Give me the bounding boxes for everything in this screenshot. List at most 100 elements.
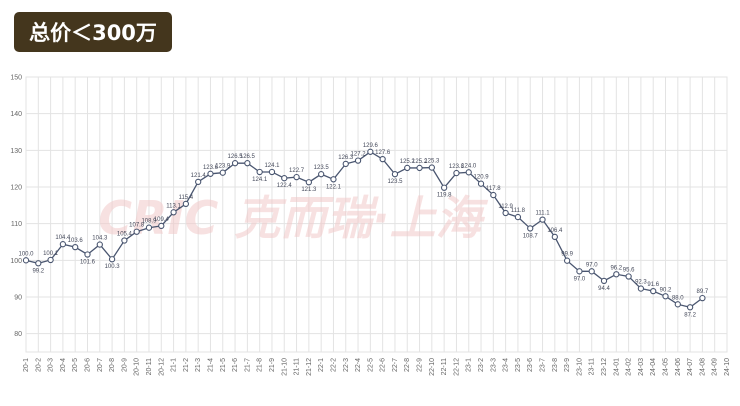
data-label: 109.4 — [154, 217, 170, 223]
x-tick-label: 20-12 — [158, 358, 165, 376]
data-point — [170, 209, 177, 216]
data-label: 90.2 — [660, 287, 672, 293]
data-label: 96.2 — [610, 265, 622, 271]
x-tick-label: 21-7 — [244, 358, 251, 372]
y-tick-label: 150 — [10, 75, 22, 82]
data-point — [453, 169, 460, 177]
data-label: 100.1 — [43, 251, 59, 257]
data-label: 91.6 — [647, 282, 659, 288]
x-tick-label: 23-7 — [540, 358, 547, 372]
data-point — [195, 178, 202, 186]
x-tick-label: 23-11 — [589, 358, 596, 375]
x-tick-label: 21-1 — [171, 358, 178, 372]
data-label: 101.6 — [80, 259, 96, 265]
data-label: 92.3 — [635, 280, 647, 286]
data-label: 120.9 — [474, 175, 490, 181]
x-tick-label: 23-8 — [552, 358, 559, 372]
data-point — [330, 176, 337, 183]
x-tick-label: 24-04 — [650, 358, 657, 376]
x-tick-label: 21-2 — [183, 358, 190, 372]
data-point — [133, 228, 140, 235]
x-tick-label: 24-03 — [638, 358, 645, 376]
data-point — [650, 287, 657, 295]
data-point — [477, 180, 485, 187]
data-point — [514, 213, 522, 221]
data-label: 107.8 — [129, 223, 145, 229]
x-tick-label: 21-12 — [306, 358, 313, 376]
data-label: 106.4 — [547, 228, 563, 234]
data-label: 112.9 — [498, 204, 513, 210]
data-label: 125.3 — [424, 159, 440, 165]
data-point — [367, 148, 374, 155]
x-tick-label: 20-5 — [72, 358, 79, 372]
x-tick-label: 22-4 — [355, 358, 362, 372]
x-tick-label: 24-01 — [613, 358, 620, 376]
data-point — [379, 155, 386, 163]
data-point — [84, 251, 91, 258]
data-point — [158, 222, 165, 230]
x-tick-label: 20-4 — [60, 358, 67, 372]
x-tick-label: 22-2 — [330, 358, 337, 372]
x-tick-label: 23-12 — [601, 358, 608, 376]
data-point — [428, 164, 435, 171]
data-point — [342, 160, 349, 168]
data-point — [416, 164, 423, 172]
data-point — [465, 169, 472, 176]
data-point — [588, 268, 595, 275]
data-label: 97.0 — [586, 262, 598, 268]
data-label: 99.9 — [561, 252, 573, 258]
series — [22, 148, 706, 311]
data-label: 123.6 — [203, 165, 219, 171]
x-tick-label: 22-12 — [453, 358, 460, 376]
data-label: 123.5 — [387, 179, 403, 185]
y-tick-label: 130 — [10, 148, 22, 155]
data-point — [391, 171, 399, 178]
x-tick-label: 21-10 — [281, 358, 288, 376]
data-label: 121.4 — [191, 173, 207, 179]
data-point — [121, 237, 128, 244]
x-tick-label: 24-08 — [699, 358, 706, 376]
data-point — [625, 273, 632, 280]
data-point — [182, 200, 190, 208]
data-label: 119.8 — [437, 193, 452, 199]
data-label: 108.9 — [141, 219, 157, 225]
data-label: 122.4 — [277, 183, 293, 189]
data-label: 127.2 — [351, 152, 367, 158]
data-label: 104.3 — [92, 236, 108, 242]
data-point — [699, 294, 706, 302]
data-point — [318, 171, 325, 178]
x-tick-label: 21-6 — [232, 358, 239, 372]
data-label: 127.6 — [375, 150, 391, 156]
data-label: 124.1 — [264, 163, 280, 169]
data-point — [563, 257, 571, 264]
x-tick-label: 23-9 — [564, 358, 571, 372]
x-tick-label: 20-6 — [84, 358, 91, 372]
x-tick-label: 21-8 — [257, 358, 264, 372]
x-tick-label: 24-09 — [712, 358, 719, 376]
x-tick-label: 20-10 — [134, 358, 141, 376]
data-point — [686, 304, 694, 311]
x-tick-label: 23-3 — [490, 358, 497, 372]
x-tick-label: 24-05 — [663, 358, 670, 376]
data-label: 105.4 — [117, 232, 133, 238]
data-label: 115.4 — [179, 195, 194, 201]
data-point — [502, 209, 509, 217]
data-point — [440, 184, 448, 191]
data-label: 103.6 — [68, 238, 84, 244]
data-point — [539, 216, 546, 223]
x-tick-label: 23-1 — [466, 358, 473, 372]
x-tick-label: 23-10 — [576, 358, 583, 376]
data-point — [637, 285, 645, 292]
y-tick-label: 80 — [14, 331, 22, 338]
y-tick-label: 140 — [10, 111, 22, 118]
x-tick-label: 21-3 — [195, 358, 202, 372]
data-point — [96, 241, 103, 248]
x-tick-label: 23-6 — [527, 358, 534, 372]
data-point — [256, 168, 263, 176]
chart-title-badge: 总价＜300万 — [14, 12, 172, 52]
data-label: 95.6 — [623, 267, 635, 273]
data-point — [108, 256, 116, 263]
data-label: 104.4 — [55, 235, 71, 241]
data-label: 125.2 — [400, 159, 416, 165]
x-tick-label: 22-3 — [343, 358, 350, 372]
